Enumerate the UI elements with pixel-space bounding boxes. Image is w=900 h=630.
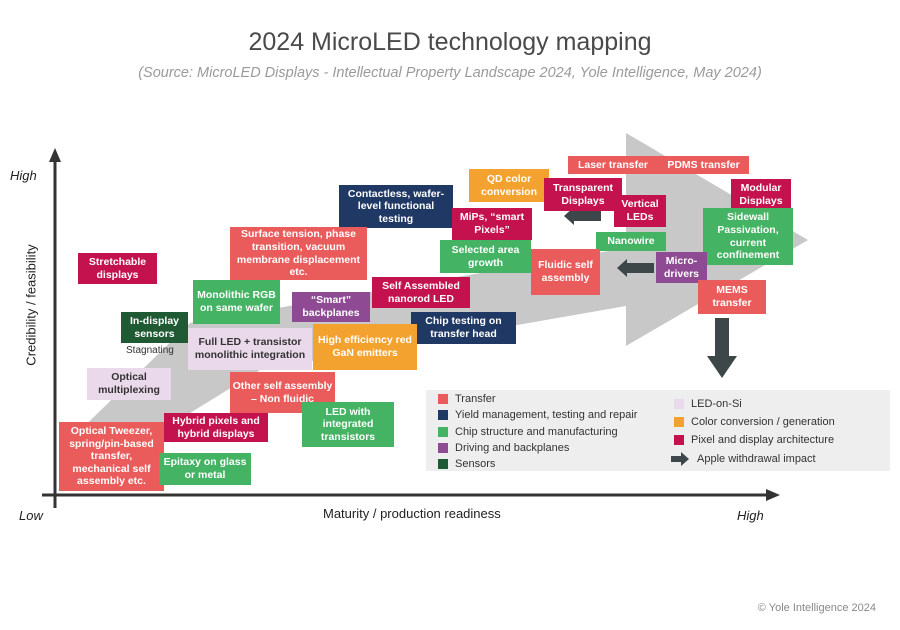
tech-stretchable-displays: Stretchable displays bbox=[78, 253, 157, 284]
chart-subtitle: (Source: MicroLED Displays - Intellectua… bbox=[138, 65, 762, 81]
legend-item-chip: Chip structure and manufacturing bbox=[438, 426, 618, 438]
y-axis-arrowhead bbox=[49, 148, 61, 162]
legend-item-pixel: Pixel and display architecture bbox=[674, 434, 834, 446]
x-axis-high-label: High bbox=[737, 508, 764, 523]
tech-laser-transfer: Laser transfer bbox=[568, 156, 658, 174]
tech-smart-backplanes: “Smart” backplanes bbox=[292, 292, 370, 322]
x-axis-label: Maturity / production readiness bbox=[323, 506, 501, 521]
copyright: © Yole Intelligence 2024 bbox=[757, 602, 876, 614]
tech-monolithic-rgb: Monolithic RGB on same wafer bbox=[193, 280, 280, 324]
legend-swatch bbox=[438, 410, 448, 420]
legend-item-transfer: Transfer bbox=[438, 393, 496, 405]
legend-item-drive: Driving and backplanes bbox=[438, 442, 569, 454]
y-axis-label: Credibility / feasibility bbox=[23, 244, 39, 366]
tech-mips-smart-pixels: MiPs, “smart Pixels” bbox=[452, 208, 532, 240]
legend-item-apple: Apple withdrawal impact bbox=[670, 451, 816, 467]
tech-optical-tweezer: Optical Tweezer, spring/pin-based transf… bbox=[59, 422, 164, 491]
arrow-right-icon bbox=[671, 452, 689, 466]
legend-swatch bbox=[438, 459, 448, 469]
tech-selected-area-growth: Selected area growth bbox=[440, 240, 531, 273]
legend-item-lod: LED-on-Si bbox=[674, 398, 742, 410]
tech-epitaxy-glass-metal: Epitaxy on glass or metal bbox=[159, 453, 251, 485]
tech-nanowire: Nanowire bbox=[596, 232, 666, 251]
legend-swatch bbox=[438, 394, 448, 404]
tech-modular-displays: Modular Displays bbox=[731, 179, 791, 211]
legend-swatch bbox=[674, 417, 684, 427]
legend-item-color: Color conversion / generation bbox=[674, 416, 835, 428]
legend-swatch bbox=[438, 427, 448, 437]
legend-label: Apple withdrawal impact bbox=[697, 453, 816, 465]
tech-hybrid-pixels: Hybrid pixels and hybrid displays bbox=[164, 413, 268, 442]
legend-swatch bbox=[674, 399, 684, 409]
chart-title: 2024 MicroLED technology mapping bbox=[248, 28, 652, 56]
tech-full-led-transistor: Full LED + transistor monolithic integra… bbox=[188, 328, 312, 370]
tech-vertical-leds: Vertical LEDs bbox=[614, 195, 666, 227]
tech-surface-tension: Surface tension, phase transition, vacuu… bbox=[230, 227, 367, 280]
tech-transparent-displays: Transparent Displays bbox=[544, 178, 622, 211]
tech-qd-color-conversion: QD color conversion bbox=[469, 169, 549, 202]
legend-label: LED-on-Si bbox=[691, 398, 742, 410]
legend-label: Color conversion / generation bbox=[691, 416, 835, 428]
tech-micro-drivers: Micro-drivers bbox=[656, 252, 707, 283]
legend bbox=[426, 390, 890, 471]
legend-item-yield: Yield management, testing and repair bbox=[438, 409, 637, 421]
tech-led-integrated-transistors: LED with integrated transistors bbox=[302, 402, 394, 447]
tech-in-display-sensors: In-display sensors bbox=[121, 312, 188, 343]
legend-label: Chip structure and manufacturing bbox=[455, 426, 618, 438]
tech-mems-transfer: MEMS transfer bbox=[698, 280, 766, 314]
tech-fluidic-self-assembly: Fluidic self assembly bbox=[531, 249, 600, 295]
legend-label: Yield management, testing and repair bbox=[455, 409, 638, 421]
apple-arrow-left-2 bbox=[617, 259, 654, 277]
x-axis-arrowhead bbox=[766, 489, 780, 501]
stagnating-note: Stagnating bbox=[126, 345, 174, 356]
tech-chip-testing-transfer-head: Chip testing on transfer head bbox=[411, 312, 516, 344]
apple-arrow-left-1 bbox=[564, 207, 601, 225]
legend-label: Sensors bbox=[455, 458, 496, 470]
tech-contactless-testing: Contactless, wafer-level functional test… bbox=[339, 185, 453, 228]
legend-label: Pixel and display architecture bbox=[691, 434, 835, 446]
tech-red-gan-emitters: High efficiency red GaN emitters bbox=[313, 324, 417, 370]
legend-label: Transfer bbox=[455, 393, 496, 405]
tech-pdms-transfer: PDMS transfer bbox=[658, 156, 749, 174]
tech-sidewall-passivation: Sidewall Passivation, current confinemen… bbox=[703, 208, 793, 265]
apple-arrow-down bbox=[707, 318, 737, 378]
legend-swatch bbox=[674, 435, 684, 445]
legend-label: Driving and backplanes bbox=[455, 442, 570, 454]
tech-optical-multiplexing: Optical multiplexing bbox=[87, 368, 171, 400]
legend-item-sensor: Sensors bbox=[438, 458, 495, 470]
y-axis-high-label: High bbox=[10, 168, 37, 183]
tech-self-assembled-nanorod: Self Assembled nanorod LED bbox=[372, 277, 470, 308]
x-axis-low-label: Low bbox=[19, 508, 43, 523]
legend-swatch bbox=[438, 443, 448, 453]
